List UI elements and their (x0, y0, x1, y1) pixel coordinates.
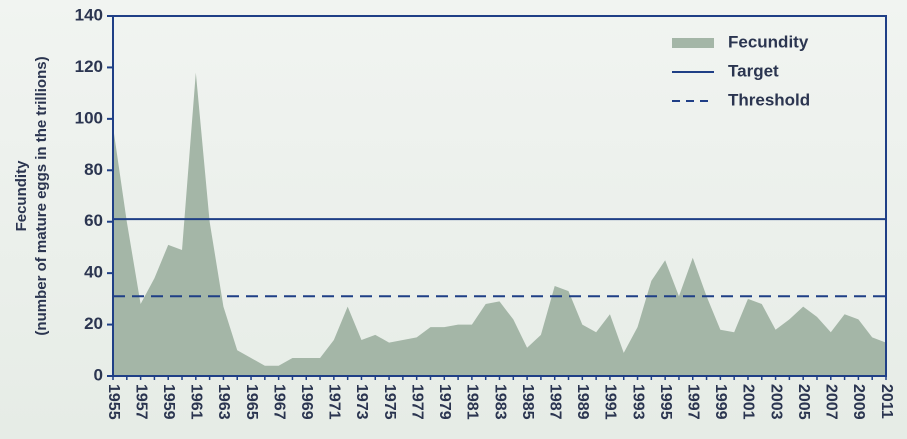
x-tick-label: 1955 (105, 384, 122, 420)
y-tick-label: 0 (94, 365, 103, 384)
y-tick-label: 40 (84, 263, 103, 282)
y-tick-label: 120 (75, 57, 103, 76)
legend-swatch (672, 38, 714, 48)
y-tick-label: 60 (84, 211, 103, 230)
x-tick-label: 1999 (712, 384, 729, 420)
x-tick-label: 1965 (243, 384, 260, 420)
x-tick-label: 1989 (574, 384, 591, 420)
x-tick-label: 1995 (657, 384, 674, 420)
x-tick-label: 2011 (878, 384, 895, 419)
x-tick-label: 2009 (850, 384, 867, 420)
x-tick-label: 1967 (270, 384, 287, 420)
x-tick-label: 1993 (629, 384, 646, 420)
y-tick-label: 20 (84, 314, 103, 333)
x-tick-label: 2003 (767, 384, 784, 420)
x-tick-label: 1969 (298, 384, 315, 420)
area (113, 72, 886, 377)
x-tick-label: 1981 (464, 384, 481, 420)
x-tick-label: 1991 (602, 384, 619, 420)
x-tick-label: 2005 (795, 384, 812, 420)
legend-label: Target (728, 61, 779, 80)
x-tick-label: 1997 (685, 384, 702, 420)
x-tick-label: 1971 (326, 384, 343, 420)
y-axis-title: (number of mature eggs in the trillions) (33, 56, 50, 335)
x-tick-label: 1977 (408, 384, 425, 420)
x-tick-label: 1961 (188, 384, 205, 420)
x-tick-label: 1973 (353, 384, 370, 420)
x-tick-label: 1979 (436, 384, 453, 420)
y-tick-label: 100 (75, 108, 103, 127)
x-tick-label: 1975 (381, 384, 398, 420)
legend-label: Threshold (728, 90, 810, 109)
x-tick-label: 1963 (215, 384, 232, 420)
x-tick-label: 2001 (740, 384, 757, 420)
x-tick-label: 1987 (546, 384, 563, 420)
y-tick-label: 140 (75, 5, 103, 24)
legend-label: Fecundity (728, 32, 809, 51)
x-tick-label: 1985 (519, 384, 536, 420)
x-tick-label: 1983 (491, 384, 508, 420)
y-tick-label: 80 (84, 160, 103, 179)
x-tick-label: 1959 (160, 384, 177, 420)
y-axis-title: Fecundity (13, 160, 30, 231)
x-tick-label: 1957 (132, 384, 149, 420)
x-tick-label: 2007 (823, 384, 840, 420)
